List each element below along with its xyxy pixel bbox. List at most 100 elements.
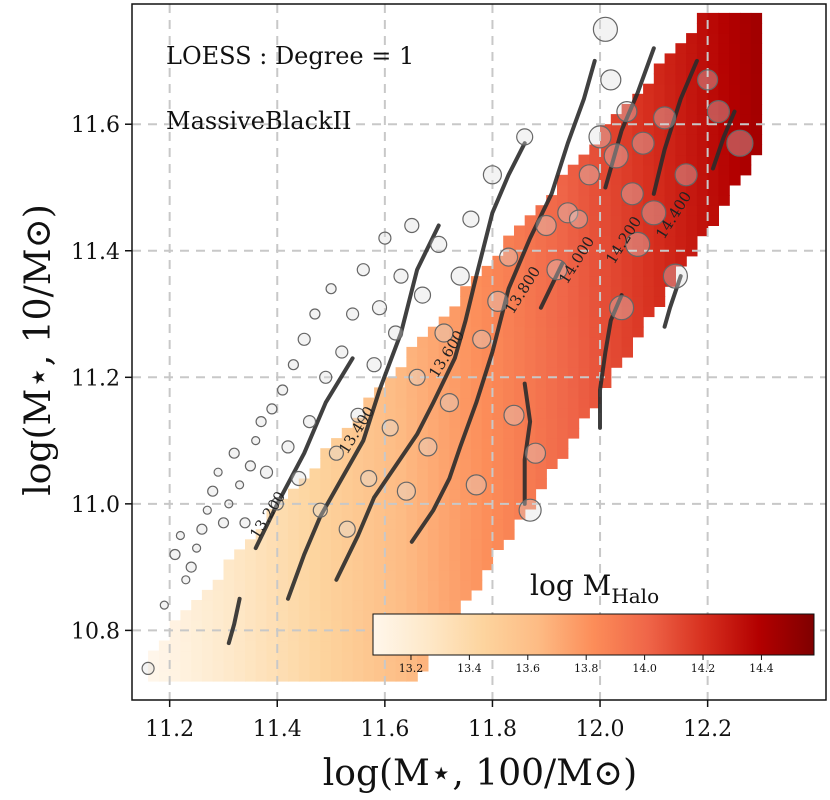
y-tick-label: 11.6 [71, 113, 120, 138]
heatmap-cell [449, 326, 461, 338]
heatmap-cell [675, 235, 687, 247]
heatmap-cell [492, 276, 504, 287]
heatmap-cell [427, 427, 440, 439]
heatmap-cell [675, 124, 687, 135]
heatmap-cell [696, 73, 709, 85]
heatmap-cell [492, 427, 504, 439]
heatmap-cell [417, 600, 429, 611]
heatmap-cell [503, 508, 515, 520]
heatmap-cell [363, 488, 375, 500]
heatmap-cell [245, 670, 257, 682]
heatmap-cell [610, 265, 623, 277]
heatmap-cell [406, 508, 418, 520]
heatmap-cell [535, 326, 547, 338]
heatmap-cell [664, 134, 676, 145]
heatmap-cell [363, 559, 375, 571]
heatmap-cell [739, 33, 752, 44]
heatmap-cell [696, 23, 709, 34]
heatmap-cell [524, 498, 537, 510]
heatmap-cell [288, 620, 300, 631]
heatmap-cell [514, 478, 526, 490]
heatmap-cell [427, 438, 440, 449]
heatmap-cell [600, 377, 612, 388]
heatmap-cell [341, 620, 354, 631]
heatmap-cell [331, 458, 343, 469]
heatmap-cell [212, 610, 225, 621]
heatmap-cell [675, 255, 687, 267]
heatmap-cell [610, 235, 623, 247]
heatmap-cell [191, 630, 203, 642]
heatmap-cell [686, 73, 698, 85]
heatmap-cell [664, 114, 676, 125]
heatmap-cell [341, 650, 354, 662]
heatmap-cell [653, 144, 666, 156]
y-tick-label: 11.0 [71, 493, 120, 518]
heatmap-cell [374, 407, 386, 419]
heatmap-cell [320, 539, 332, 550]
heatmap-cell [589, 154, 601, 166]
contour-line-13-2 [226, 596, 242, 646]
heatmap-cell [427, 600, 440, 611]
heatmap-cell [417, 397, 429, 409]
heatmap-cell [449, 549, 461, 561]
heatmap-cell [158, 640, 171, 652]
galaxy-point [462, 210, 480, 228]
heatmap-cell [503, 265, 515, 277]
heatmap-cell [589, 215, 601, 226]
contour-line-13-8 [409, 58, 597, 544]
heatmap-cell [417, 508, 429, 520]
heatmap-cell [750, 104, 763, 115]
heatmap-cell [729, 124, 741, 135]
galaxy-point [141, 661, 155, 676]
method-annotation: LOESS : Degree = 1 [166, 42, 414, 70]
heatmap-cell [320, 549, 332, 561]
heatmap-cell [686, 104, 698, 115]
heatmap-cell [686, 33, 698, 44]
galaxy-point [338, 520, 356, 538]
heatmap-cell [600, 134, 612, 145]
heatmap-cell [653, 73, 666, 85]
heatmap-cell [567, 205, 580, 216]
heatmap-cell [664, 154, 676, 166]
heatmap-cell [255, 579, 268, 591]
heatmap-cell [567, 235, 580, 247]
heatmap-cell [470, 468, 483, 480]
heatmap-cell [492, 417, 504, 429]
heatmap-cell [567, 427, 580, 439]
heatmap-cell [331, 549, 343, 561]
heatmap-cell [395, 670, 407, 682]
heatmap-cell [427, 407, 440, 419]
heatmap-cell [524, 225, 537, 237]
heatmap-cell [309, 670, 321, 682]
heatmap-cell [653, 195, 666, 206]
heatmap-cell [384, 397, 397, 409]
heatmap-cell [567, 185, 580, 196]
heatmap-cell [255, 559, 268, 571]
heatmap-cell [223, 610, 235, 621]
heatmap-cell [277, 630, 289, 642]
heatmap-cell [363, 670, 375, 682]
heatmap-cell [374, 589, 386, 601]
heatmap-cell [309, 579, 321, 591]
heatmap-cell [352, 468, 364, 480]
heatmap-cell [288, 569, 300, 581]
galaxy-point [266, 403, 278, 415]
heatmap-cell [438, 579, 451, 591]
heatmap-cell [503, 235, 515, 247]
heatmap-cell [277, 539, 289, 550]
heatmap-cell [718, 174, 730, 186]
heatmap-cell [180, 620, 192, 631]
heatmap-cell [621, 316, 633, 328]
heatmap-cell [245, 539, 257, 550]
heatmap-cell [201, 640, 214, 652]
heatmap-cell [417, 468, 429, 480]
heatmap-cell [664, 104, 676, 115]
heatmap-cell [600, 255, 612, 267]
heatmap-cell [201, 630, 214, 642]
heatmap-cell [395, 377, 407, 388]
heatmap-cell [352, 508, 364, 520]
heatmap-cell [417, 357, 429, 368]
heatmap-cell [621, 144, 633, 156]
heatmap-cell [546, 336, 558, 348]
heatmap-cell [643, 296, 655, 307]
